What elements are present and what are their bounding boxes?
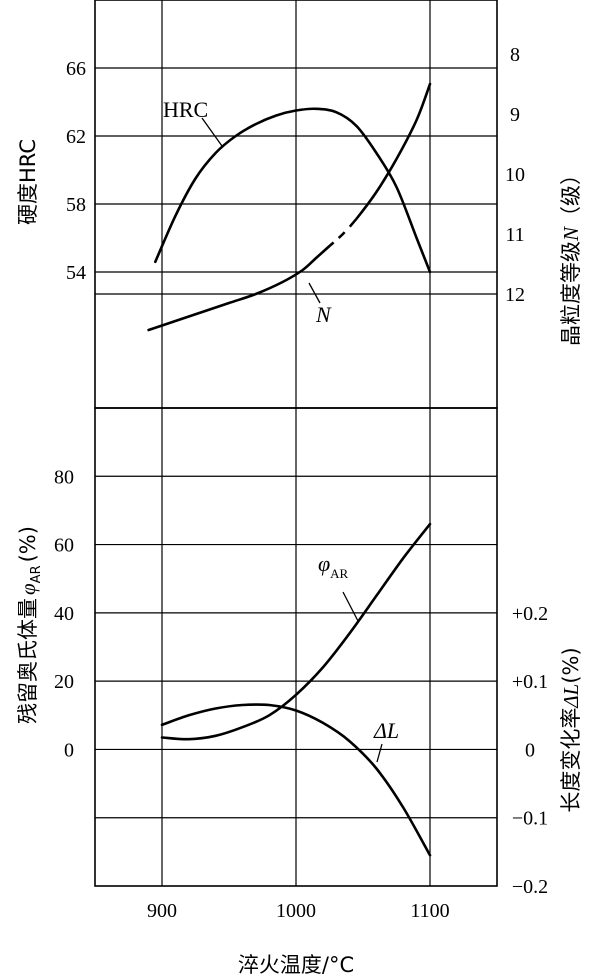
top-right-axis-title: 晶粒度等级N（级） xyxy=(559,164,583,346)
top-grid xyxy=(95,0,497,408)
phi-ar-leader-line xyxy=(342,591,359,622)
bottom-left-tick-label: 40 xyxy=(54,603,74,625)
delta-l-leader-line xyxy=(376,743,383,763)
x-tick-label: 900 xyxy=(147,900,177,922)
top-right-tick-label: 11 xyxy=(505,224,524,246)
x-tick-label: 1100 xyxy=(410,900,449,922)
bottom-right-tick-label: −0.2 xyxy=(512,876,548,898)
bottom-right-tick-label: −0.1 xyxy=(512,808,548,830)
n-curve-gap xyxy=(331,236,341,245)
top-right-tick-label: 12 xyxy=(505,284,525,306)
top-left-tick-label: 58 xyxy=(66,194,86,216)
top-tick-labels: 66 62 58 54 8 9 10 11 12 xyxy=(66,44,525,306)
top-left-tick-label: 66 xyxy=(66,58,86,80)
bottom-right-axis-title: 长度变化率ΔL(%) xyxy=(559,647,583,812)
delta-l-curve xyxy=(160,703,432,857)
x-tick-label: 1000 xyxy=(276,900,316,922)
phi-ar-curve xyxy=(160,522,432,741)
series-label-hrc: HRC xyxy=(163,97,208,122)
bottom-right-tick-label: +0.2 xyxy=(512,603,548,625)
bottom-right-tick-label: +0.1 xyxy=(512,671,548,693)
hrc-curve xyxy=(154,107,432,274)
bottom-left-tick-label: 80 xyxy=(54,466,74,488)
top-left-axis-title: 硬度HRC xyxy=(16,139,40,225)
bottom-left-tick-label: 20 xyxy=(54,671,74,693)
n-curve xyxy=(147,82,432,332)
bottom-left-tick-label: 60 xyxy=(54,535,74,557)
series-label-phi-ar: φAR xyxy=(318,551,349,581)
bottom-right-tick-label: 0 xyxy=(525,739,535,761)
bottom-left-tick-label: 0 xyxy=(64,739,74,761)
n-leader-line xyxy=(308,282,321,304)
bottom-tick-labels: 80 60 40 20 0 +0.2 +0.1 0 −0.1 −0.2 xyxy=(54,466,548,898)
bottom-left-axis-title: 残留奥氏体量φAR(%) xyxy=(16,526,44,724)
top-right-tick-label: 8 xyxy=(510,44,520,66)
hrc-leader-line xyxy=(201,117,223,147)
series-label-delta-l: ΔL xyxy=(373,718,399,743)
top-right-tick-label: 10 xyxy=(505,164,525,186)
top-left-tick-label: 54 xyxy=(66,262,86,284)
bottom-grid xyxy=(95,408,497,886)
bottom-panel-frame xyxy=(94,407,498,887)
n-curve-gap xyxy=(342,224,352,234)
top-left-tick-label: 62 xyxy=(66,126,86,148)
x-tick-labels: 900 1000 1100 xyxy=(147,900,450,922)
x-axis-title: 淬火温度/°C xyxy=(238,953,354,977)
series-label-n: N xyxy=(315,302,332,327)
curves xyxy=(147,82,432,857)
top-right-tick-label: 9 xyxy=(510,104,520,126)
